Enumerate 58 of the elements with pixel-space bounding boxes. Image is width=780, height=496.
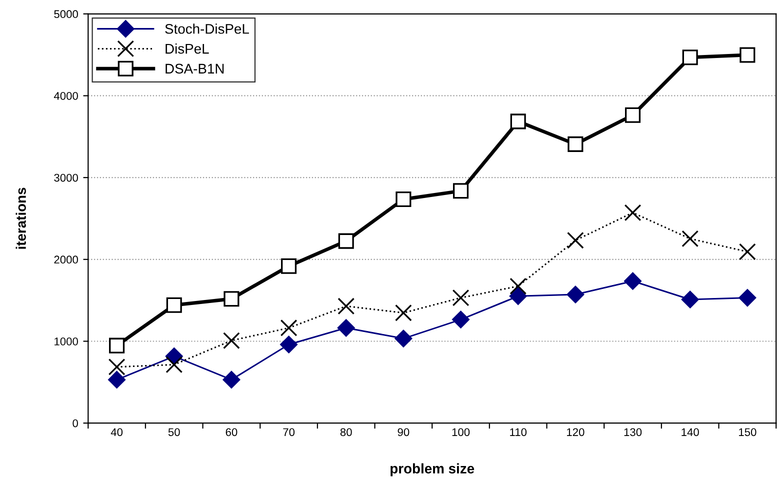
x-tick-label: 140 <box>682 428 699 436</box>
y-tick-label: 2000 <box>54 256 78 264</box>
point <box>394 330 412 348</box>
y-tick-label: 0 <box>72 419 78 428</box>
point <box>222 371 240 388</box>
point <box>624 107 641 123</box>
legend-label: DisPeL <box>166 44 209 54</box>
y-tick-label: 5000 <box>54 10 78 18</box>
point <box>166 356 183 374</box>
point <box>682 50 698 66</box>
point <box>682 230 699 248</box>
x-tick-label: 90 <box>398 428 410 436</box>
point <box>109 338 125 354</box>
y-tick-label: 4000 <box>54 92 78 100</box>
point <box>452 289 470 306</box>
point <box>510 114 526 130</box>
y-axis-title: iterations <box>16 188 26 249</box>
point <box>452 310 470 328</box>
legend-label: Stoch-DisPeL <box>165 24 249 34</box>
legend-label: DSA-B1N <box>166 64 224 74</box>
point <box>740 47 756 63</box>
x-tick-label: 70 <box>283 428 295 436</box>
y-tick-label: 1000 <box>54 338 78 346</box>
point <box>338 233 354 249</box>
point <box>166 297 182 313</box>
x-tick-label: 100 <box>452 428 470 436</box>
point <box>108 371 126 388</box>
point <box>453 183 469 199</box>
point <box>108 358 126 376</box>
point <box>396 191 412 208</box>
point <box>280 336 298 354</box>
point <box>568 136 584 152</box>
x-tick-label: 150 <box>739 428 756 436</box>
x-tick-label: 130 <box>624 428 642 436</box>
x-tick-label: 120 <box>567 428 584 436</box>
point <box>624 204 642 222</box>
y-tick-label: 3000 <box>54 174 78 182</box>
point <box>566 286 584 304</box>
point <box>222 332 240 350</box>
point <box>338 298 355 315</box>
x-axis-title: problem size <box>390 463 474 476</box>
point <box>738 289 756 306</box>
x-tick-label: 40 <box>110 428 123 436</box>
x-tick-label: 110 <box>510 428 527 436</box>
point <box>509 287 527 305</box>
point <box>738 243 756 260</box>
point <box>510 278 527 295</box>
point <box>224 291 240 307</box>
point <box>281 258 297 274</box>
point <box>337 319 355 337</box>
x-tick-label: 50 <box>168 428 180 436</box>
point <box>280 319 298 336</box>
point <box>681 290 699 308</box>
x-tick-label: 60 <box>226 428 238 436</box>
point <box>394 304 412 322</box>
point <box>566 232 584 249</box>
x-tick-label: 80 <box>340 428 352 436</box>
point <box>624 272 642 290</box>
